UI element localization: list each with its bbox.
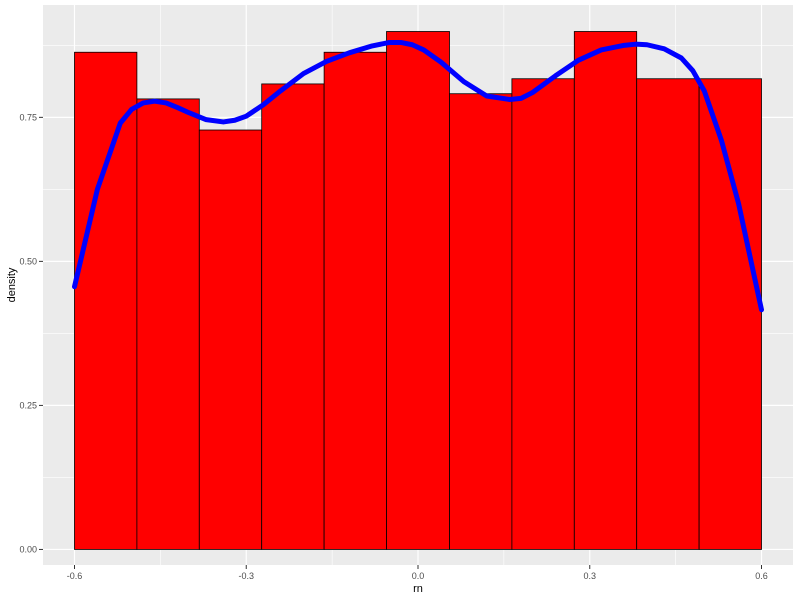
histogram-bar-3	[198, 129, 263, 550]
x-tick-label: -0.3	[238, 571, 254, 581]
histogram-bar-10	[636, 78, 700, 550]
y-tick-label: 0.25	[19, 400, 37, 410]
x-tick-label: 0.0	[412, 571, 425, 581]
x-tick-label: 0.6	[755, 571, 768, 581]
x-tick-label: 0.3	[583, 571, 596, 581]
density-curve	[71, 39, 765, 313]
y-tick-label: 0.50	[19, 256, 37, 266]
histogram-bar-11	[698, 78, 762, 550]
x-axis: -0.6 -0.3 0.0 0.3 0.6	[67, 565, 768, 581]
histogram-bar-5	[323, 51, 387, 550]
histogram-bar-9	[573, 31, 638, 550]
histogram-bar-2	[136, 98, 200, 550]
density-curve-layer	[71, 39, 765, 313]
x-tick-label: -0.6	[67, 571, 83, 581]
histogram-bar-1	[74, 51, 138, 550]
y-tick-label: 0.75	[19, 112, 37, 122]
histogram-bar-6	[386, 31, 450, 550]
histogram-bar-4	[261, 83, 325, 550]
x-axis-title: rn	[413, 583, 423, 595]
y-axis-title: density	[6, 267, 18, 302]
y-tick-label: 0.00	[19, 544, 37, 554]
histogram-bar-7	[449, 93, 513, 550]
histogram-bar-8	[511, 78, 575, 550]
y-axis: 0.00 0.25 0.50 0.75	[19, 112, 43, 554]
histogram-bars	[74, 31, 762, 550]
